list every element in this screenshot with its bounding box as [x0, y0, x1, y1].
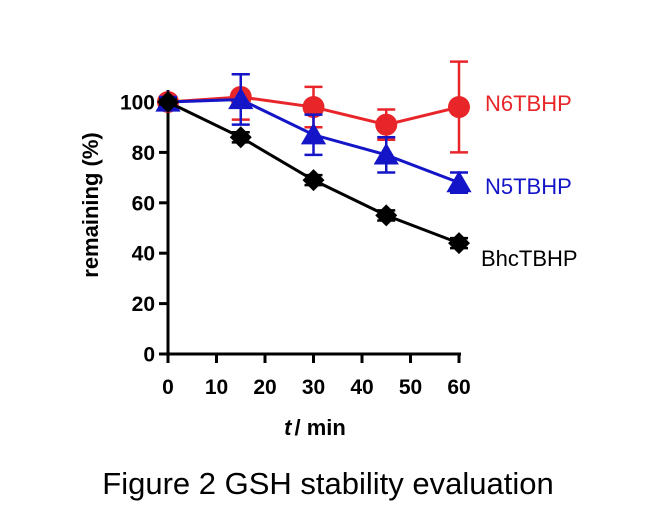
y-tick-label: 100	[120, 92, 155, 115]
x-tick-label: 10	[205, 376, 228, 399]
y-tick-label: 40	[132, 243, 155, 266]
series-label: N6TBHP	[485, 91, 572, 116]
data-point	[300, 122, 327, 145]
x-tick-label: 0	[162, 376, 174, 399]
data-point	[302, 169, 325, 192]
x-axis-unit: / min	[294, 415, 345, 440]
y-tick-label: 80	[132, 142, 155, 165]
data-point	[375, 113, 398, 136]
data-point	[448, 96, 470, 119]
data-point	[302, 96, 325, 119]
series-label: N5TBHP	[485, 174, 572, 199]
x-tick-label: 50	[399, 376, 422, 399]
x-axis-title: t / min	[284, 415, 346, 440]
series-layer	[155, 60, 472, 255]
x-tick-label: 40	[350, 376, 373, 399]
data-point	[157, 91, 179, 113]
x-tick-label: 30	[302, 376, 325, 399]
axes: 0 20 40 60 80 100 0 10 20 30 40 50 60	[120, 90, 471, 399]
series-label: BhcTBHP	[481, 246, 578, 271]
y-tick-label: 60	[132, 192, 155, 215]
y-tick-label: 20	[132, 293, 155, 316]
y-tick-label: 0	[143, 344, 155, 367]
figure-caption: Figure 2 GSH stability evaluation	[102, 466, 553, 501]
x-tick-label: 60	[447, 376, 470, 399]
data-point	[373, 142, 399, 165]
data-point	[446, 170, 472, 193]
data-point	[228, 87, 254, 110]
data-point	[448, 232, 470, 255]
x-tick-label: 20	[253, 376, 276, 399]
y-axis-title: remaining (%)	[78, 132, 103, 277]
series-bhctbhp	[157, 91, 470, 255]
x-axis-variable: t	[284, 415, 293, 440]
data-point	[375, 204, 398, 227]
data-point	[229, 126, 252, 149]
